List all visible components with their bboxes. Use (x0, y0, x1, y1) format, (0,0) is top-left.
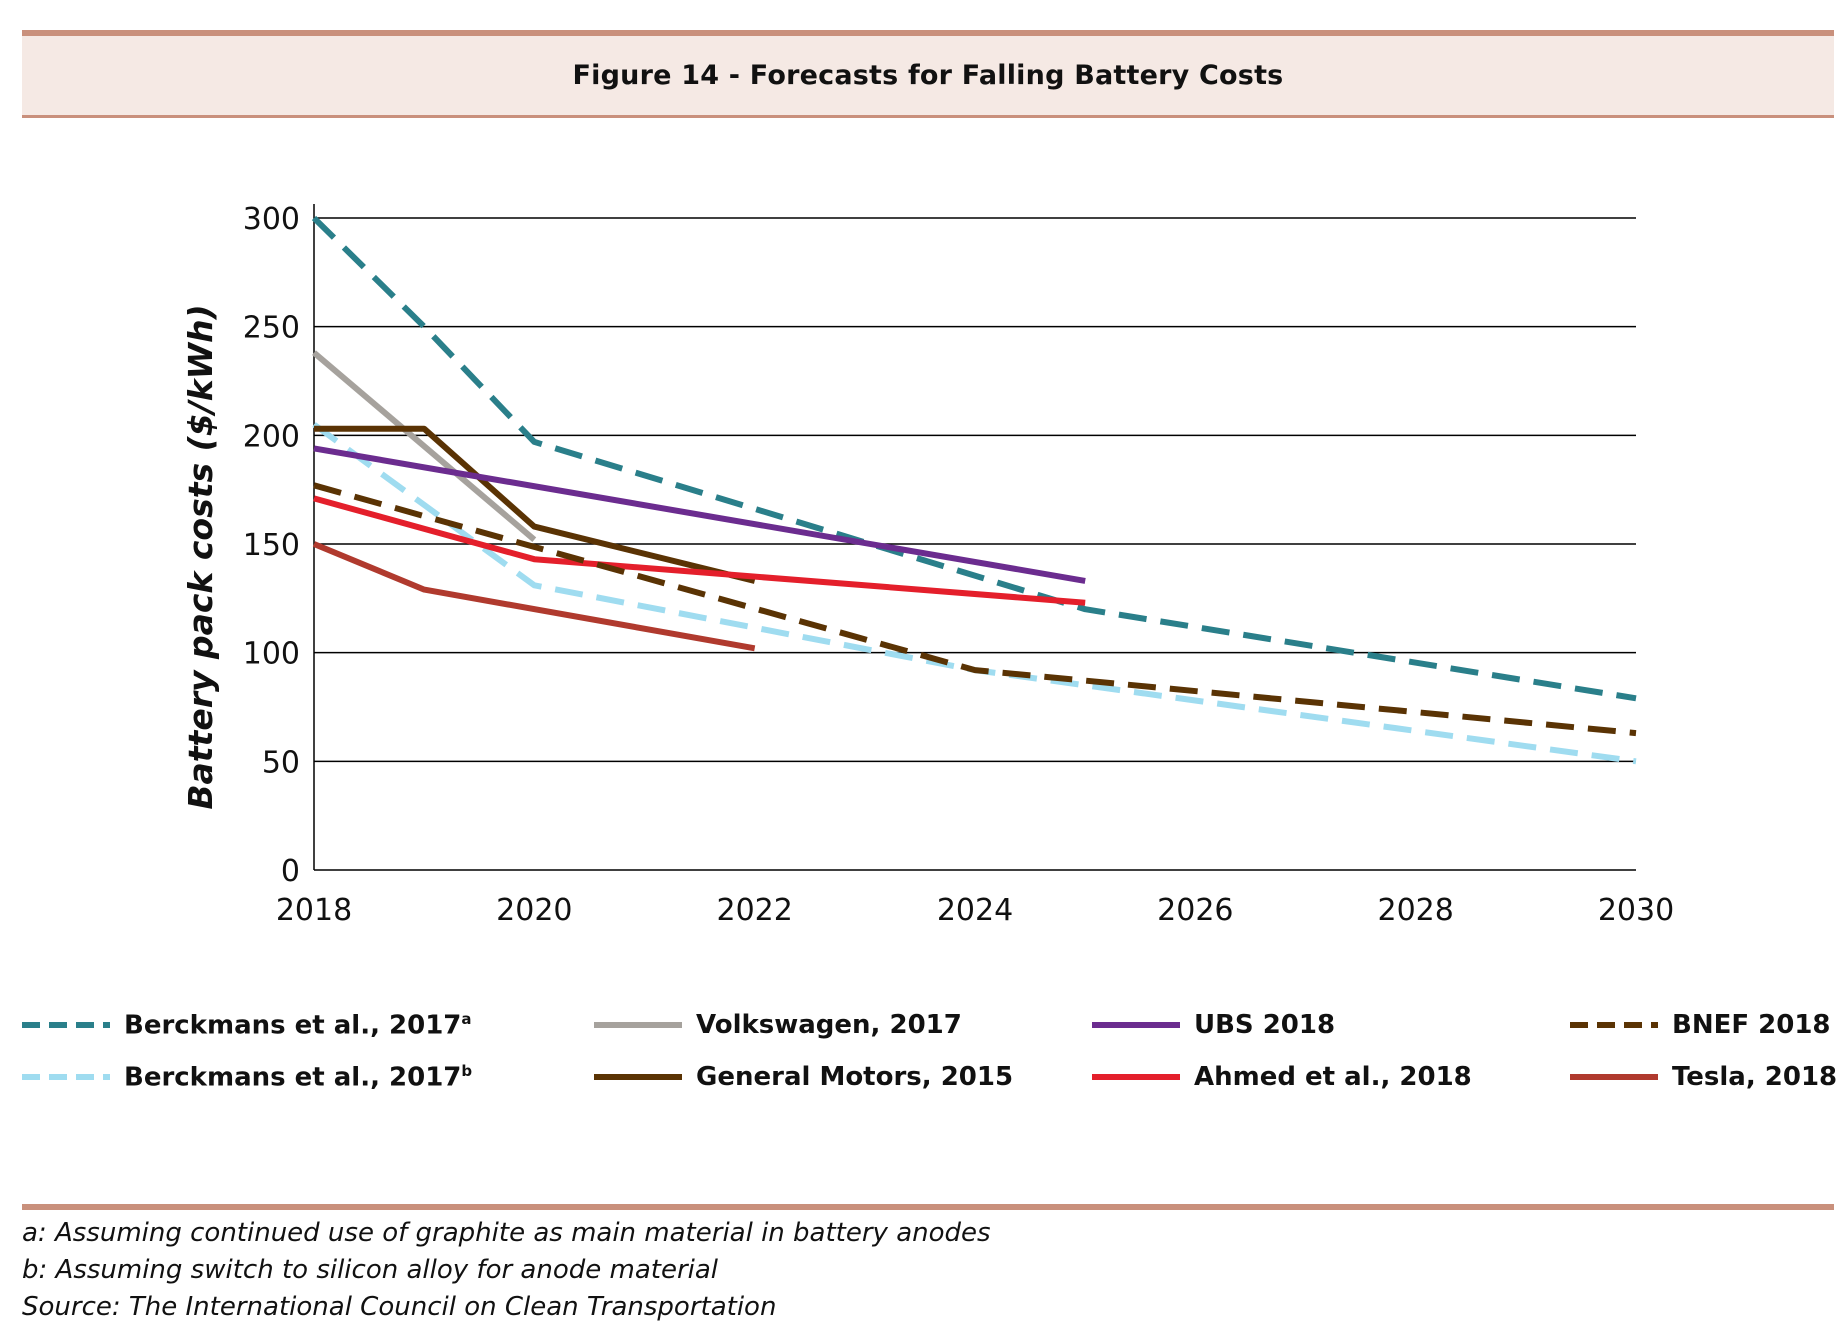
footnote-b: b: Assuming switch to silicon alloy for … (22, 1255, 719, 1285)
y-tick-labels: 0 50 100 150 200 250 300 (243, 202, 300, 889)
legend-item-tesla: Tesla, 2018 (1570, 1057, 1837, 1097)
series-line (312, 422, 1637, 765)
x-tick-label: 2026 (1157, 893, 1233, 928)
x-tick-label: 2018 (276, 893, 352, 928)
y-tick-label: 300 (243, 202, 300, 237)
series-lines (311, 215, 1637, 765)
legend-swatch (1570, 1022, 1658, 1028)
series-line (313, 482, 1637, 737)
axes (313, 204, 1636, 871)
legend: Berckmans et al., 2017a Berckmans et al.… (22, 1000, 1842, 1120)
legend-item-volkswagen: Volkswagen, 2017 (594, 1005, 962, 1045)
x-tick-label: 2028 (1377, 893, 1453, 928)
legend-swatch (22, 1022, 110, 1028)
series-line (311, 215, 1637, 702)
legend-label: Tesla, 2018 (1672, 1062, 1838, 1092)
legend-label: UBS 2018 (1194, 1010, 1336, 1040)
legend-item-bnef: BNEF 2018 (1570, 1005, 1831, 1045)
footnotes: a: Assuming continued use of graphite as… (22, 1215, 991, 1326)
chart-title: Figure 14 - Forecasts for Falling Batter… (572, 60, 1284, 91)
legend-label: Berckmans et al., 2017a (124, 1009, 472, 1041)
x-tick-label: 2022 (716, 893, 792, 928)
series-line (313, 495, 1086, 606)
title-band: Figure 14 - Forecasts for Falling Batter… (22, 30, 1834, 118)
legend-item-berckmans-a: Berckmans et al., 2017a (22, 1005, 472, 1045)
legend-swatch (594, 1022, 682, 1028)
legend-item-berckmans-b: Berckmans et al., 2017b (22, 1057, 472, 1097)
x-tick-label: 2024 (937, 893, 1013, 928)
legend-swatch (594, 1074, 682, 1080)
legend-label: Berckmans et al., 2017b (124, 1061, 473, 1093)
footnote-a: a: Assuming continued use of graphite as… (22, 1218, 991, 1248)
y-axis-label: Battery pack costs ($/kWh) (181, 304, 220, 809)
y-tick-label: 200 (243, 419, 300, 454)
legend-label: Volkswagen, 2017 (696, 1010, 962, 1040)
legend-label: BNEF 2018 (1672, 1010, 1831, 1040)
y-tick-label: 150 (243, 528, 300, 563)
legend-item-ahmed: Ahmed et al., 2018 (1092, 1057, 1472, 1097)
y-tick-label: 250 (243, 311, 300, 346)
footer-rule (22, 1204, 1834, 1210)
legend-item-general-motors: General Motors, 2015 (594, 1057, 1013, 1097)
x-tick-label: 2020 (496, 893, 572, 928)
legend-swatch (1570, 1074, 1658, 1080)
y-tick-label: 0 (281, 854, 300, 889)
series-line (312, 350, 537, 542)
source-note: Source: The International Council on Cle… (22, 1292, 777, 1322)
x-tick-label: 2030 (1598, 893, 1674, 928)
grid-lines (314, 217, 1636, 763)
legend-label: General Motors, 2015 (696, 1062, 1014, 1092)
legend-swatch (1092, 1074, 1180, 1080)
legend-item-ubs: UBS 2018 (1092, 1005, 1335, 1045)
legend-swatch (1092, 1022, 1180, 1028)
series-line (313, 445, 1086, 584)
x-tick-labels: 2018 2020 2022 2024 2026 2028 2030 (276, 893, 1674, 928)
y-tick-label: 50 (262, 745, 300, 780)
y-tick-label: 100 (243, 637, 300, 672)
legend-label: Ahmed et al., 2018 (1194, 1062, 1472, 1092)
legend-swatch (22, 1074, 110, 1080)
series-line (312, 541, 756, 652)
